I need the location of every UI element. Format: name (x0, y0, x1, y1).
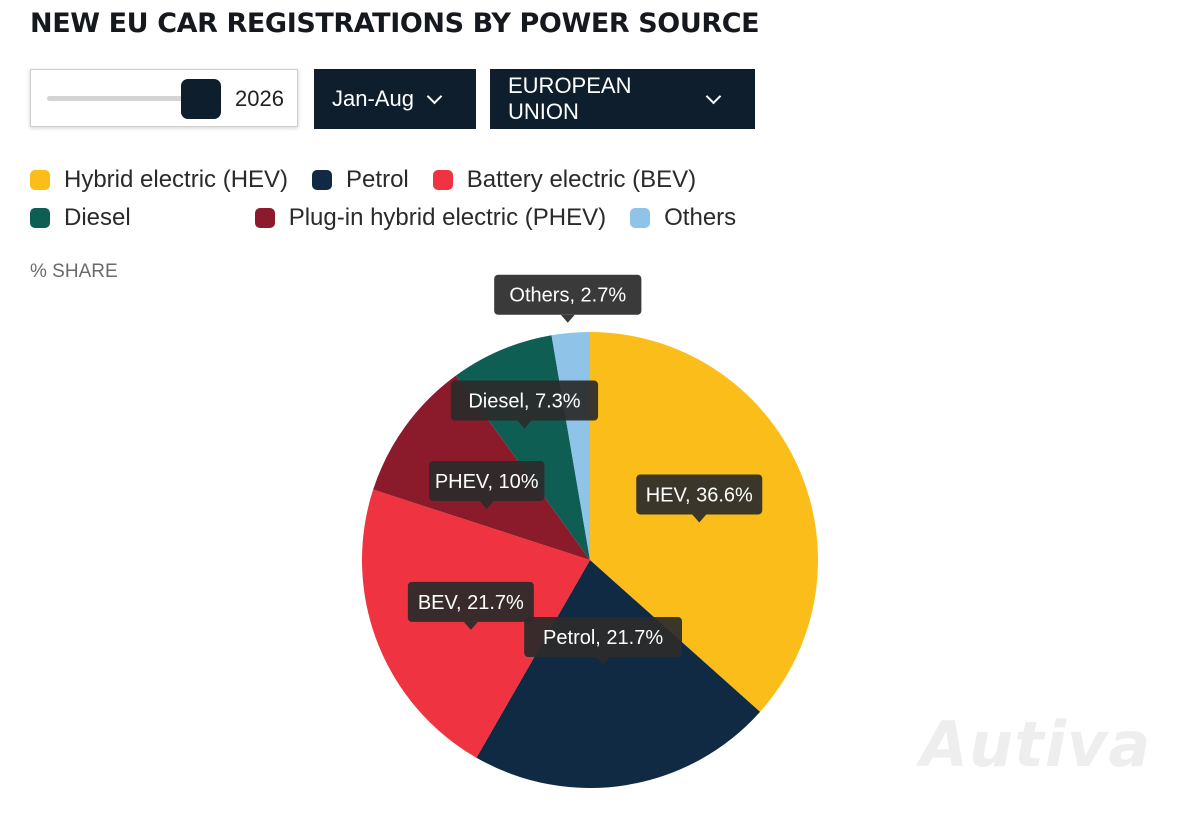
slice-label-text: BEV, 21.7% (418, 592, 524, 614)
slice-label-text: Others, 2.7% (509, 285, 626, 307)
legend-label: Plug-in hybrid electric (PHEV) (288, 204, 607, 231)
region-dropdown-label: EUROPEAN UNION (508, 73, 632, 124)
watermark-logo: Autiva (920, 708, 1152, 781)
legend-label: Petrol (346, 166, 409, 193)
legend-item[interactable]: Diesel (30, 204, 131, 232)
slice-label-box (524, 617, 682, 658)
slice-label-others: Others, 2.7% (494, 274, 642, 323)
slice-label-text: Diesel, 7.3% (468, 391, 580, 413)
legend-swatch (630, 208, 651, 228)
pie-slice-petrol[interactable] (476, 560, 761, 789)
chart-title: NEW EU CAR REGISTRATIONS BY POWER SOURCE (30, 8, 760, 39)
legend-item[interactable]: Battery electric (BEV) (432, 166, 697, 194)
year-slider-thumb[interactable] (181, 79, 221, 119)
slice-label-box (407, 581, 534, 622)
slice-label-box (450, 380, 599, 421)
slice-label-bev: BEV, 21.7% (407, 581, 534, 630)
slice-label-phev: PHEV, 10% (429, 460, 545, 509)
slice-label-text: PHEV, 10% (435, 471, 539, 493)
slice-label-text: HEV, 36.6% (646, 484, 753, 506)
region-dropdown[interactable]: EUROPEAN UNION (490, 69, 755, 129)
legend-item[interactable]: Others (630, 204, 736, 232)
unit-label: % SHARE (30, 261, 118, 282)
slice-label-text: Petrol, 21.7% (543, 627, 663, 649)
slice-label-petrol: Petrol, 21.7% (524, 617, 682, 666)
year-slider-control[interactable]: 2026 (30, 69, 298, 127)
legend-swatch (30, 208, 50, 228)
legend-item[interactable]: Petrol (312, 166, 409, 194)
legend-swatch (30, 170, 50, 190)
slice-label-pointer (517, 420, 532, 429)
slice-label-pointer (463, 621, 478, 630)
year-slider-track[interactable] (47, 96, 217, 101)
year-value: 2026 (235, 86, 284, 111)
slice-label-pointer (479, 500, 494, 509)
slice-label-box (494, 274, 642, 315)
slice-label-diesel: Diesel, 7.3% (450, 380, 599, 429)
period-dropdown[interactable]: Jan-Aug (314, 69, 476, 129)
legend-label: Others (664, 204, 737, 231)
slice-label-pointer (692, 514, 707, 523)
legend-swatch (254, 208, 275, 228)
pie-slice-hev[interactable] (590, 332, 818, 712)
legend-swatch (432, 170, 453, 190)
slice-label-box (636, 474, 763, 515)
slice-label-hev: HEV, 36.6% (636, 474, 763, 523)
chart-legend: Hybrid electric (HEV) Petrol Battery elect… (30, 166, 860, 232)
slice-label-pointer (596, 657, 611, 666)
legend-swatch (312, 170, 333, 190)
slice-label-box (429, 460, 545, 501)
legend-item[interactable]: Hybrid electric (HEV) (30, 166, 288, 194)
period-dropdown-label: Jan-Aug (332, 86, 414, 111)
legend-label: Battery electric (BEV) (466, 166, 697, 193)
slice-label-pointer (560, 314, 575, 323)
legend-item[interactable]: Plug-in hybrid electric (PHEV) (254, 204, 607, 232)
legend-label: Diesel (64, 204, 131, 231)
legend-label: Hybrid electric (HEV) (64, 166, 289, 193)
